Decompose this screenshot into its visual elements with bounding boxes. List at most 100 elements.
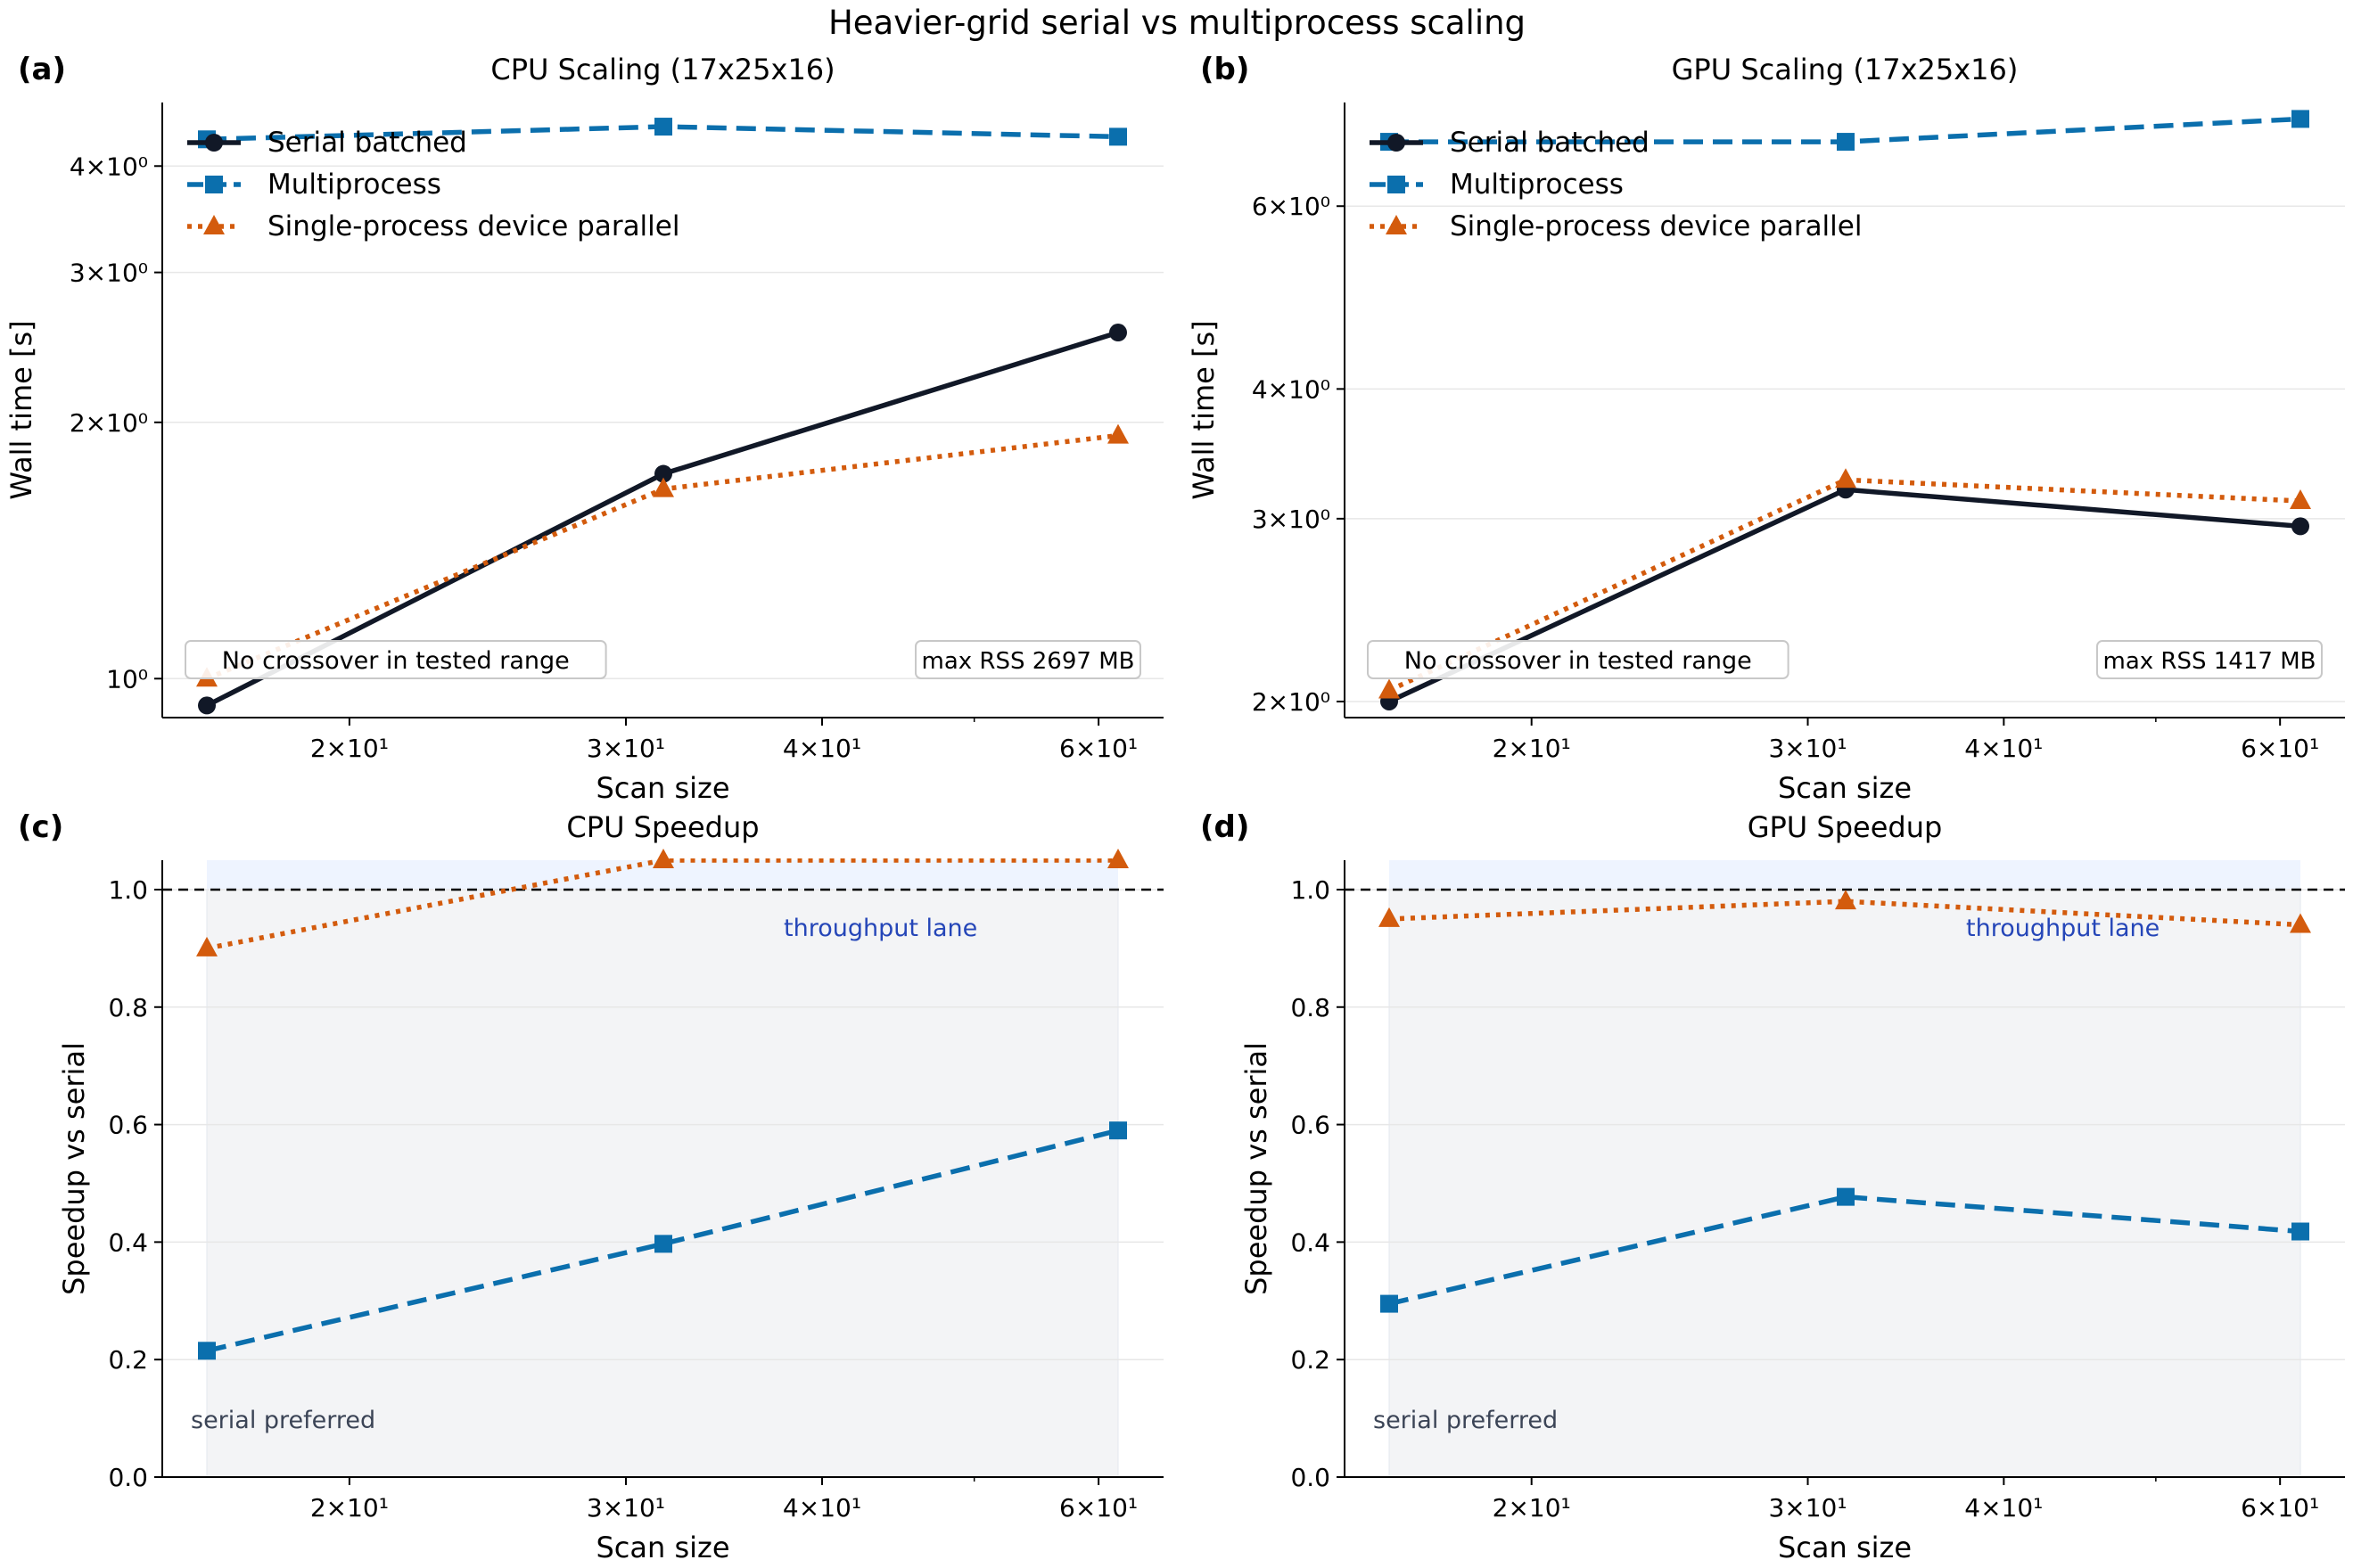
x-tick-label: 6×10¹ xyxy=(1059,1493,1138,1523)
y-axis-label: Wall time [s] xyxy=(4,320,38,499)
data-point-multiprocess xyxy=(654,118,672,136)
x-tick-label: 2×10¹ xyxy=(1493,734,1571,763)
y-tick-label: 0.2 xyxy=(108,1345,148,1375)
y-tick-label: 0.4 xyxy=(1290,1227,1330,1257)
panel-title: CPU Scaling (17x25x16) xyxy=(490,53,835,86)
annotation-text: max RSS 1417 MB xyxy=(2103,648,2316,675)
legend-marker-serial xyxy=(1387,134,1405,152)
data-point-multiprocess xyxy=(1837,133,1855,152)
serial-preferred-region xyxy=(1388,889,2301,1478)
x-tick-label: 6×10¹ xyxy=(2241,1493,2319,1523)
y-tick-label: 1.0 xyxy=(108,875,148,905)
y-tick-label: 10⁰ xyxy=(106,664,148,694)
data-point-serial xyxy=(1109,324,1127,342)
y-tick-label: 0.8 xyxy=(1290,993,1330,1022)
panel-a: 2×10¹ 3×10¹ 4×10¹ 6×10¹ 10⁰ 2×10⁰ 3×10⁰ 4×10⁰ Sc… xyxy=(4,52,1164,805)
y-tick-label: 0.0 xyxy=(108,1463,148,1492)
panel-d: 2×10¹ 3×10¹ 4×10¹ 6×10¹ 0.0 0.2 0.4 0.6 0.8 1.0 Sc… xyxy=(1200,809,2345,1564)
y-axis-label: Speedup vs serial xyxy=(57,1042,91,1295)
data-point-multiprocess xyxy=(1380,1294,1398,1313)
legend-marker-serial xyxy=(205,134,223,152)
y-tick-label: 2×10⁰ xyxy=(70,408,148,438)
figure-title: Heavier-grid serial vs multiprocess scal… xyxy=(828,4,1526,42)
x-tick-label: 4×10¹ xyxy=(783,734,861,763)
y-tick-label: 6×10⁰ xyxy=(1252,192,1330,221)
y-tick-label: 0.6 xyxy=(108,1111,148,1140)
y-axis-label: Speedup vs serial xyxy=(1239,1042,1273,1295)
data-point-multiprocess xyxy=(1109,1121,1127,1140)
legend-label-device_parallel: Single-process device parallel xyxy=(1450,210,1862,242)
x-tick-label: 6×10¹ xyxy=(1059,734,1138,763)
panel-label: (d) xyxy=(1200,809,1249,845)
y-axis-label: Wall time [s] xyxy=(1187,320,1221,499)
data-point-device_parallel xyxy=(653,849,674,868)
data-point-multiprocess xyxy=(198,1342,216,1360)
throughput-region xyxy=(1389,860,2300,890)
max-rss-note: max RSS 2697 MB xyxy=(915,640,1141,679)
legend-label-multiprocess: Multiprocess xyxy=(1450,168,1624,201)
x-tick-label: 4×10¹ xyxy=(1964,734,2043,763)
panel-title: GPU Scaling (17x25x16) xyxy=(1672,53,2019,86)
data-point-multiprocess xyxy=(1109,127,1127,146)
data-point-multiprocess xyxy=(2291,1222,2309,1241)
panel-title: GPU Speedup xyxy=(1748,810,1943,844)
legend-label-multiprocess: Multiprocess xyxy=(267,168,441,201)
legend-label-serial: Serial batched xyxy=(1450,127,1650,159)
data-point-device_parallel xyxy=(1378,907,1400,927)
x-axis-label: Scan size xyxy=(596,771,729,805)
x-tick-label: 3×10¹ xyxy=(1768,1493,1847,1523)
y-tick-label: 4×10⁰ xyxy=(1252,374,1330,404)
annotation-text: max RSS 2697 MB xyxy=(922,648,1135,675)
panel-title: CPU Speedup xyxy=(566,810,759,844)
data-point-device_parallel xyxy=(1107,849,1129,868)
serial-preferred-label: serial preferred xyxy=(1373,1407,1558,1434)
legend-label-device_parallel: Single-process device parallel xyxy=(267,210,679,242)
y-tick-label: 0.6 xyxy=(1290,1111,1330,1140)
x-axis-label: Scan size xyxy=(1778,771,1912,805)
legend-marker-device_parallel xyxy=(203,215,225,234)
x-tick-label: 3×10¹ xyxy=(587,1493,665,1523)
series-line-device_parallel xyxy=(1388,899,2301,928)
series-line-multiprocess xyxy=(1388,1194,2301,1307)
y-tick-label: 3×10⁰ xyxy=(70,259,148,288)
y-tick-label: 2×10⁰ xyxy=(1252,687,1330,717)
legend: Serial batched Multiprocess Single-process… xyxy=(187,127,679,242)
y-tick-label: 4×10⁰ xyxy=(70,152,148,181)
legend: Serial batched Multiprocess Single-process… xyxy=(1370,127,1862,242)
data-point-device_parallel xyxy=(2290,913,2311,933)
crossover-note: No crossover in tested range xyxy=(1367,640,1789,679)
series-line-multiprocess xyxy=(206,1128,1119,1353)
panel-label: (a) xyxy=(18,52,66,87)
y-tick-label: 0.2 xyxy=(1290,1345,1330,1375)
data-point-device_parallel xyxy=(1835,468,1856,488)
data-point-multiprocess xyxy=(2291,110,2309,128)
annotation-text: No crossover in tested range xyxy=(1404,647,1752,675)
x-tick-label: 2×10¹ xyxy=(1493,1493,1571,1523)
data-point-serial xyxy=(2291,517,2309,536)
serial-preferred-label: serial preferred xyxy=(191,1407,375,1434)
data-point-device_parallel xyxy=(2290,489,2311,510)
legend-marker-device_parallel xyxy=(1386,215,1407,234)
x-tick-label: 4×10¹ xyxy=(1964,1493,2043,1523)
data-point-device_parallel xyxy=(653,477,674,497)
x-tick-label: 2×10¹ xyxy=(310,1493,389,1523)
throughput-lane-label: throughput lane xyxy=(1966,915,2160,942)
x-axis-label: Scan size xyxy=(1778,1531,1912,1564)
data-point-serial xyxy=(654,464,672,483)
panel-c: 2×10¹ 3×10¹ 4×10¹ 6×10¹ 0.0 0.2 0.4 0.6 0.8 1.0 Sc… xyxy=(18,809,1164,1564)
panel-label: (c) xyxy=(18,809,63,845)
x-tick-label: 6×10¹ xyxy=(2241,734,2319,763)
x-tick-label: 4×10¹ xyxy=(783,1493,861,1523)
data-point-serial xyxy=(198,696,216,715)
data-point-device_parallel xyxy=(196,936,218,956)
x-tick-label: 3×10¹ xyxy=(587,734,665,763)
max-rss-note: max RSS 1417 MB xyxy=(2096,640,2323,679)
legend-marker-multiprocess xyxy=(205,176,223,193)
x-tick-label: 3×10¹ xyxy=(1768,734,1847,763)
data-point-multiprocess xyxy=(1837,1187,1855,1206)
series-line-device_parallel xyxy=(1387,477,2301,693)
data-point-multiprocess xyxy=(654,1235,672,1253)
y-tick-label: 0.0 xyxy=(1290,1463,1330,1492)
legend-marker-multiprocess xyxy=(1387,176,1405,193)
